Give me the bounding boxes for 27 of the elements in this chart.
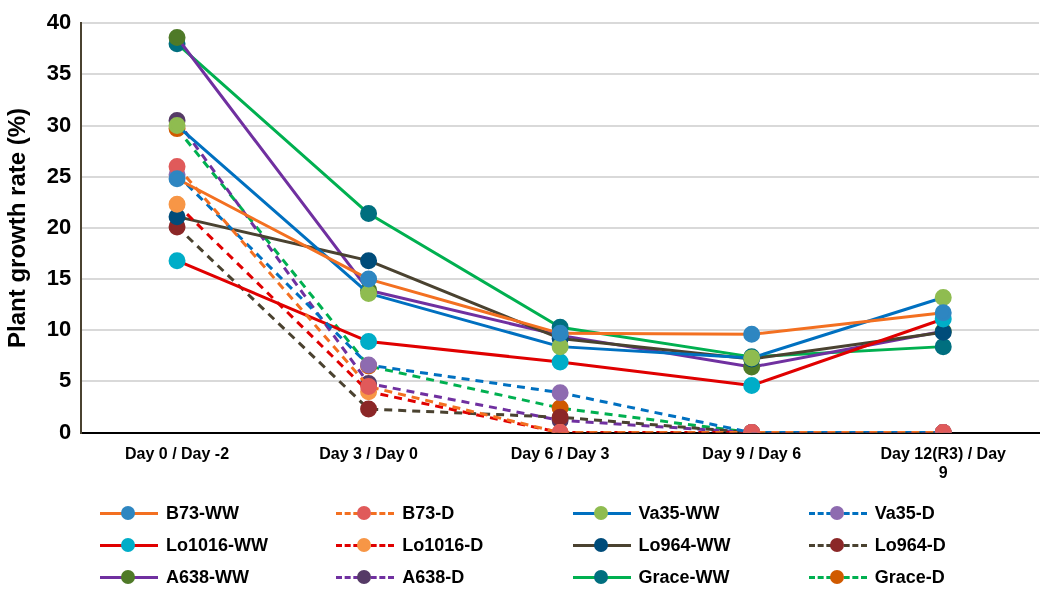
legend-label: B73-WW [166, 502, 239, 524]
y-tick-label: 10 [46, 316, 72, 342]
legend-label: Va35-D [874, 502, 935, 524]
legend-label: Lo1016-WW [166, 534, 269, 556]
y-tick-label: 20 [46, 213, 72, 239]
y-tick-label: 40 [46, 9, 72, 35]
legend-label: Va35-WW [638, 502, 720, 524]
x-tick-label: Day 3 / Day 0 [319, 444, 419, 462]
y-tick-label: 15 [46, 265, 72, 291]
y-tick-label: 25 [46, 162, 72, 188]
legend-label: A638-WW [166, 566, 250, 588]
legend-label: A638-D [402, 566, 465, 588]
legend-label: Lo964-WW [638, 534, 731, 556]
x-tick-label: Day 12(R3) / Day 9 [880, 444, 1007, 481]
y-tick-label: 35 [46, 60, 72, 86]
legend-label: Grace-D [874, 566, 945, 588]
x-tick-label: Day 0 / Day -2 [125, 444, 230, 462]
x-tick-label: Day 9 / Day 6 [702, 444, 802, 462]
y-tick-label: 30 [46, 111, 72, 137]
y-tick-label: 5 [59, 367, 72, 393]
legend-label: Lo964-D [874, 534, 946, 556]
legend-label: Lo1016-D [402, 534, 484, 556]
legend-label: B73-D [402, 502, 455, 524]
y-axis-title: Plant growth rate (%) [3, 107, 31, 348]
x-tick-label: Day 6 / Day 3 [510, 444, 610, 462]
legend-label: Grace-WW [638, 566, 730, 588]
y-tick-label: 0 [59, 418, 72, 444]
